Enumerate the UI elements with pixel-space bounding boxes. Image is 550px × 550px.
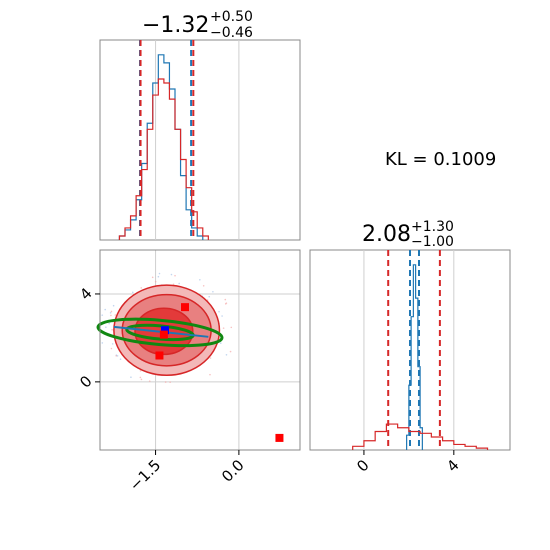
joint-scatter-point bbox=[140, 378, 143, 381]
joint-scatter-point bbox=[218, 310, 220, 313]
marginal-y-title-plus: +1.30 bbox=[411, 219, 454, 235]
joint-scatter-point bbox=[139, 376, 142, 379]
joint-contours bbox=[96, 272, 284, 442]
joint-scatter-point bbox=[114, 314, 117, 316]
joint-scatter-point bbox=[157, 275, 160, 278]
joint-scatter-point bbox=[112, 304, 115, 307]
joint-scatter-point bbox=[131, 291, 134, 294]
joint-x-tick-label: −1.5 bbox=[126, 456, 164, 494]
marginal-y-x-tick-label: 0 bbox=[353, 456, 372, 475]
joint-scatter-point bbox=[199, 278, 201, 281]
marginal-x-title-median: −1.32 bbox=[142, 13, 209, 38]
joint-scatter-point bbox=[111, 343, 114, 345]
marginal-x-panel: −1.32 +0.50 −0.46 bbox=[99, 9, 301, 241]
joint-frame bbox=[99, 249, 301, 451]
joint-scatter-point bbox=[101, 342, 104, 344]
marginal-y-title-minus: −1.00 bbox=[411, 234, 454, 250]
joint-scatter-point bbox=[174, 274, 176, 277]
marginal-x-title-plus: +0.50 bbox=[210, 9, 253, 25]
joint-scatter-point bbox=[164, 381, 167, 383]
joint-scatter-point bbox=[140, 287, 143, 289]
joint-scatter-point bbox=[208, 295, 211, 298]
joint-panel: −1.5 0.0 0 4 bbox=[76, 249, 301, 495]
marginal-x-histogram-red bbox=[118, 78, 209, 240]
joint-scatter-point bbox=[222, 327, 225, 329]
joint-scatter-point bbox=[169, 381, 171, 384]
marginal-y-title-median: 2.08 bbox=[362, 222, 411, 247]
joint-scatter-point bbox=[119, 358, 122, 360]
joint-scatter-point bbox=[230, 326, 233, 329]
joint-scatter-point bbox=[224, 298, 227, 301]
joint-scatter-point bbox=[212, 290, 214, 293]
kl-divergence-label: KL = 0.1009 bbox=[385, 149, 496, 170]
marginal-x-grid bbox=[155, 40, 240, 240]
joint-scatter-point bbox=[225, 302, 228, 304]
joint-scatter-point bbox=[229, 350, 232, 353]
joint-scatter-point bbox=[110, 310, 113, 313]
marginal-x-frame bbox=[99, 39, 301, 241]
joint-y-tick-label: 4 bbox=[76, 284, 95, 303]
joint-scatter-point bbox=[151, 276, 154, 279]
marginal-y-x-tick-label: 4 bbox=[443, 456, 462, 475]
marginal-y-grid bbox=[363, 250, 455, 450]
joint-scatter-point bbox=[170, 273, 173, 276]
marginal-x-series bbox=[118, 40, 209, 240]
joint-scatter-point bbox=[110, 347, 113, 350]
joint-scatter-point bbox=[178, 282, 180, 285]
joint-marker bbox=[159, 330, 168, 339]
marginal-y-series bbox=[352, 250, 489, 450]
joint-scatter-point bbox=[202, 285, 205, 287]
joint-green-ellipse-1 bbox=[96, 317, 224, 348]
joint-marker bbox=[275, 433, 284, 442]
joint-scatter-point bbox=[105, 326, 107, 328]
marginal-x-histogram-blue bbox=[118, 54, 204, 240]
joint-scatter-point bbox=[148, 380, 151, 382]
joint-scatter-point bbox=[209, 373, 211, 376]
joint-marker bbox=[181, 303, 189, 312]
joint-scatter-point bbox=[225, 354, 228, 356]
joint-marker bbox=[155, 351, 164, 360]
joint-scatter-point bbox=[110, 314, 112, 317]
joint-scatter-point bbox=[101, 314, 104, 316]
joint-scatter-point bbox=[158, 272, 161, 275]
joint-scatter-point bbox=[116, 355, 119, 357]
joint-x-tick-label: 0.0 bbox=[218, 456, 248, 486]
joint-scatter-point bbox=[115, 355, 118, 357]
joint-scatter-point bbox=[109, 312, 112, 314]
marginal-x-title-minus: −0.46 bbox=[210, 25, 253, 41]
joint-scatter-point bbox=[154, 280, 157, 283]
joint-scatter-point bbox=[104, 308, 106, 311]
joint-scatter-point bbox=[111, 329, 113, 331]
joint-marker bbox=[161, 326, 169, 335]
joint-scatter-point bbox=[108, 322, 110, 325]
marginal-y-histogram-blue bbox=[406, 264, 423, 450]
joint-scatter-point bbox=[130, 376, 132, 379]
joint-scatter-point bbox=[209, 357, 212, 359]
joint-scatter-point bbox=[219, 342, 222, 345]
joint-scatter-point bbox=[172, 283, 175, 286]
marginal-y-histogram-red bbox=[352, 423, 489, 450]
joint-scatter-point bbox=[221, 315, 223, 317]
joint-y-tick-label: 0 bbox=[76, 372, 95, 391]
